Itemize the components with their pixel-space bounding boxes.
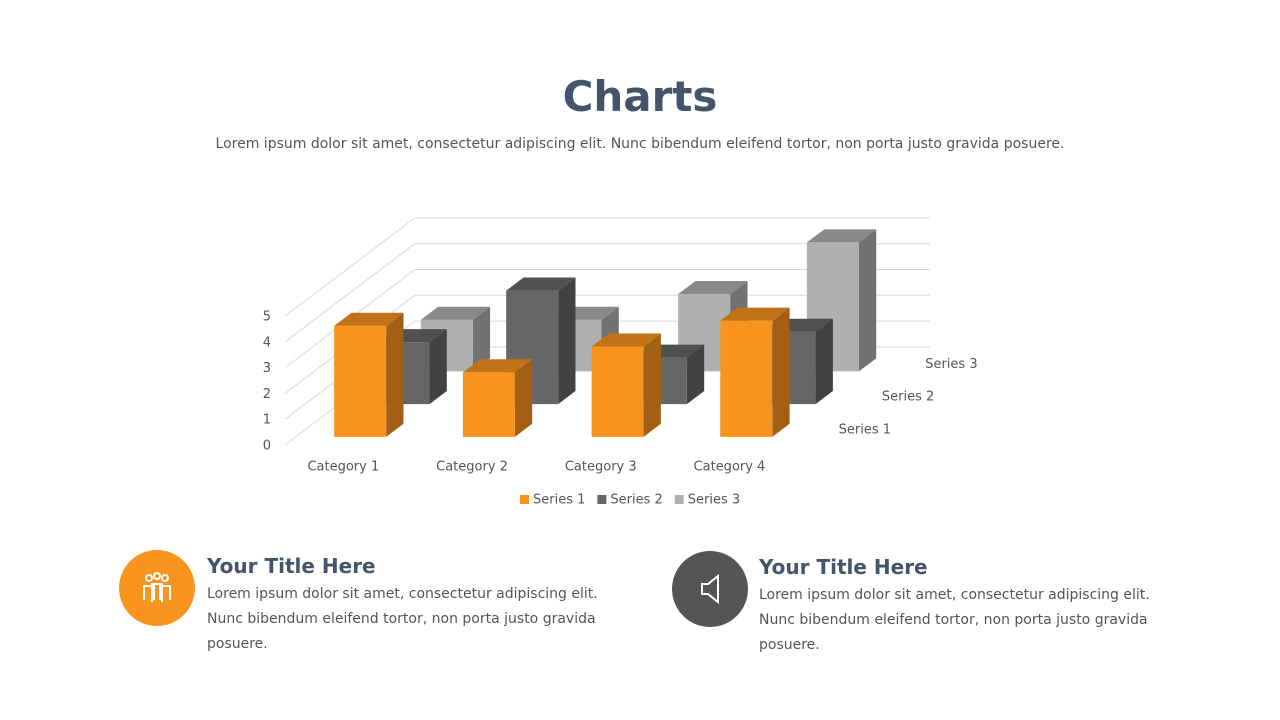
feature-text: Lorem ipsum dolor sit amet, consectetur …: [207, 586, 598, 652]
bar-side: [686, 344, 705, 405]
bar-top: [334, 312, 404, 326]
bar-top: [720, 307, 790, 321]
feature-text: Lorem ipsum dolor sit amet, consectetur …: [759, 587, 1150, 653]
feature-title: Your Title Here: [207, 554, 376, 578]
grid-line: [284, 269, 930, 368]
depth-label: Series 3: [925, 357, 977, 372]
y-tick-label: 5: [263, 310, 271, 325]
grid-line: [284, 294, 930, 394]
feature: Your Title Here Lorem ipsum dolor sit am…: [207, 554, 727, 657]
legend-label: Series 3: [688, 493, 740, 508]
bar: [720, 320, 773, 437]
bar-top: [506, 277, 576, 291]
grid-line: [284, 243, 930, 343]
x-tick-label: Category 2: [436, 460, 508, 475]
bar-side: [772, 307, 790, 437]
x-tick-label: Category 4: [694, 460, 766, 475]
bar-top: [678, 280, 748, 295]
bar-top: [591, 333, 661, 347]
legend-swatch: [597, 495, 607, 504]
y-tick-label: 2: [263, 387, 271, 402]
bar-side: [858, 229, 877, 372]
y-tick-label: 4: [263, 335, 271, 350]
icon-circle: [672, 551, 748, 627]
people-icon: [143, 572, 171, 602]
bar-side: [472, 306, 491, 372]
speaker-icon: [701, 573, 719, 605]
bar-side: [643, 333, 661, 437]
legend-label: Series 1: [533, 493, 585, 508]
y-tick-label: 1: [263, 413, 271, 428]
bar-top: [806, 229, 877, 243]
icon-circle: [119, 550, 195, 626]
bar-top: [420, 306, 491, 320]
depth-label: Series 1: [839, 422, 891, 437]
bar: [591, 346, 644, 437]
feature: Your Title Here Lorem ipsum dolor sit am…: [759, 555, 1279, 658]
bar: [462, 372, 515, 437]
feature-title: Your Title Here: [759, 555, 928, 579]
legend-swatch: [520, 495, 529, 504]
x-tick-label: Category 1: [307, 460, 379, 475]
bar-side: [429, 329, 447, 405]
chart: 0 1 2 3 4 5 Category 1 Category 2 Category 3 Cate…: [263, 217, 978, 508]
y-tick-label: 3: [263, 361, 271, 376]
slide-title: Charts: [562, 72, 718, 121]
bar-side: [558, 277, 576, 405]
x-tick-label: Category 3: [565, 460, 637, 475]
bar-side: [815, 318, 833, 405]
legend-label: Series 2: [610, 493, 662, 508]
bar-side: [386, 312, 404, 437]
bar: [334, 325, 387, 437]
y-tick-label: 0: [263, 439, 271, 454]
bar-side: [514, 359, 533, 437]
depth-label: Series 2: [882, 390, 934, 405]
bar-top: [462, 359, 533, 373]
legend-swatch: [674, 495, 684, 504]
grid-line: [284, 217, 930, 317]
slide-subtitle: Lorem ipsum dolor sit amet, consectetur …: [215, 136, 1065, 152]
